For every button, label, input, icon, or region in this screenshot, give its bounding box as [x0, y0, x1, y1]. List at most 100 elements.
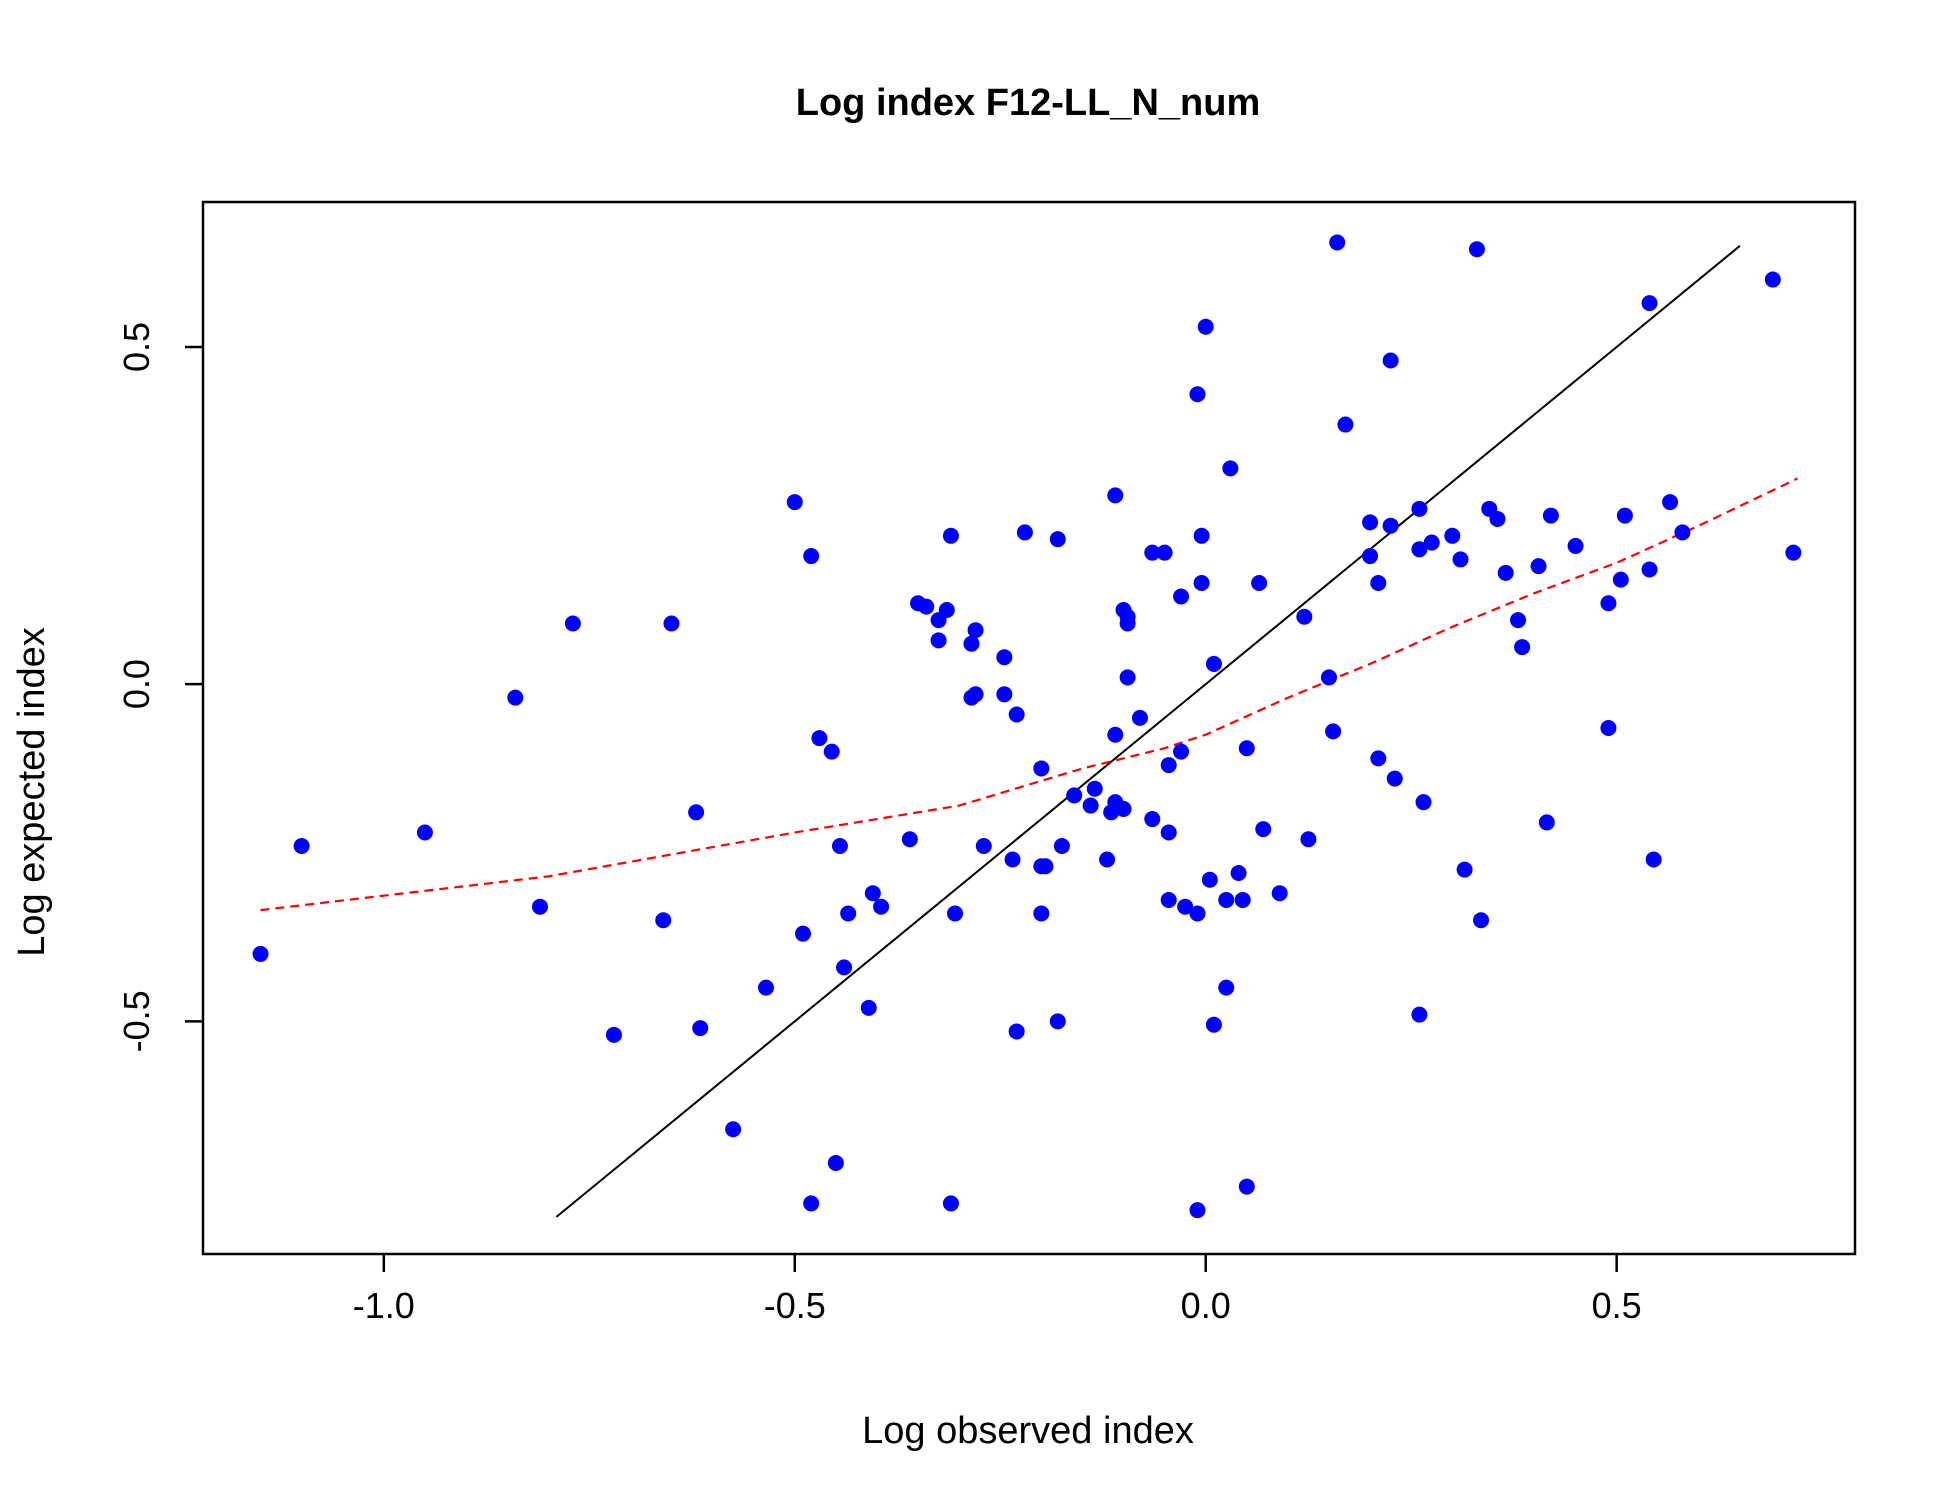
- data-point: [531, 898, 548, 915]
- data-point: [947, 905, 964, 922]
- data-point: [1160, 757, 1177, 774]
- data-point: [1144, 811, 1161, 828]
- data-point: [975, 838, 992, 855]
- data-point: [1329, 234, 1346, 251]
- data-point: [1131, 709, 1148, 726]
- data-point: [1411, 1006, 1428, 1023]
- data-point: [1600, 720, 1617, 736]
- data-point: [605, 1026, 622, 1043]
- data-point: [725, 1121, 742, 1138]
- data-point: [1066, 787, 1083, 804]
- plot-marks: -1.0 -0.5 0.0 0.5 -0.5 0.0 0.5: [116, 234, 1802, 1326]
- data-point: [1530, 558, 1547, 575]
- data-point: [996, 649, 1013, 666]
- data-point: [1497, 564, 1514, 581]
- data-point: [564, 615, 581, 632]
- y-tick-label: 0.0: [116, 659, 157, 709]
- data-point: [1337, 416, 1354, 433]
- data-point: [1144, 544, 1161, 561]
- data-point: [1115, 800, 1132, 817]
- data-point: [1567, 537, 1584, 554]
- data-point: [1173, 588, 1190, 605]
- data-point: [1514, 639, 1531, 656]
- data-point: [794, 925, 811, 942]
- data-point: [1362, 548, 1379, 565]
- data-point: [1325, 723, 1342, 740]
- data-point: [1300, 831, 1317, 848]
- data-point: [967, 622, 984, 639]
- data-point: [1238, 740, 1255, 757]
- data-point: [1641, 295, 1658, 312]
- data-point: [1049, 531, 1066, 548]
- data-point: [1173, 743, 1190, 760]
- data-point: [1218, 891, 1235, 908]
- data-point: [1542, 507, 1559, 524]
- data-point: [252, 945, 269, 962]
- data-point: [996, 686, 1013, 703]
- y-tick-label: 0.5: [116, 322, 157, 372]
- data-point: [1674, 524, 1691, 541]
- data-point: [1255, 821, 1272, 838]
- data-point: [1205, 1016, 1222, 1033]
- data-point: [901, 831, 918, 848]
- data-point: [831, 838, 848, 855]
- x-tick-label: 0.0: [1181, 1285, 1231, 1326]
- data-point: [873, 898, 890, 915]
- data-point: [1082, 797, 1099, 814]
- data-point: [786, 494, 803, 511]
- data-point: [803, 1195, 820, 1212]
- data-point: [1099, 851, 1116, 868]
- x-tick-label: -1.0: [353, 1285, 415, 1326]
- data-point: [1218, 979, 1235, 996]
- x-axis-label: Log observed index: [862, 1410, 1194, 1452]
- data-point: [1415, 794, 1432, 811]
- data-point: [1053, 838, 1070, 855]
- data-point: [1251, 575, 1268, 592]
- data-point: [688, 804, 705, 821]
- data-point: [507, 689, 524, 706]
- data-point: [1296, 608, 1313, 625]
- data-point: [1382, 517, 1399, 534]
- data-point: [1033, 905, 1050, 922]
- data-point: [1107, 726, 1124, 743]
- data-point: [836, 959, 853, 976]
- data-point: [1370, 575, 1387, 592]
- data-point: [1764, 271, 1781, 288]
- data-point: [757, 979, 774, 996]
- y-tick-label: -0.5: [116, 990, 157, 1052]
- smoother-line: [260, 477, 1798, 912]
- chart-title: Log index F12-LL_N_num: [796, 82, 1260, 124]
- data-point: [1177, 898, 1194, 915]
- data-point: [1411, 500, 1428, 517]
- data-point: [1004, 851, 1021, 868]
- data-point: [1456, 861, 1473, 878]
- data-point: [1612, 571, 1629, 588]
- data-point: [967, 686, 984, 703]
- data-point: [942, 1195, 959, 1212]
- y-axis-label: Log expected index: [11, 627, 53, 957]
- data-point: [1510, 612, 1527, 629]
- data-point: [942, 527, 959, 544]
- data-point: [1201, 871, 1218, 888]
- data-point: [1600, 595, 1617, 612]
- data-point: [938, 601, 955, 618]
- data-point: [1008, 1023, 1025, 1040]
- data-point: [1645, 851, 1662, 868]
- data-point: [1489, 510, 1506, 527]
- data-point: [963, 635, 980, 652]
- data-point: [1662, 494, 1679, 511]
- data-point: [827, 1154, 844, 1171]
- data-point: [1616, 507, 1633, 524]
- data-point: [1468, 241, 1485, 258]
- data-point: [1033, 760, 1050, 777]
- data-point: [1538, 814, 1555, 831]
- data-point: [1238, 1178, 1255, 1195]
- plot-frame: [201, 200, 1857, 1256]
- data-point: [1016, 524, 1033, 541]
- data-point: [1370, 750, 1387, 767]
- data-point: [1452, 551, 1469, 568]
- data-point: [1785, 544, 1802, 561]
- identity-line: [555, 245, 1741, 1218]
- data-point: [803, 548, 820, 565]
